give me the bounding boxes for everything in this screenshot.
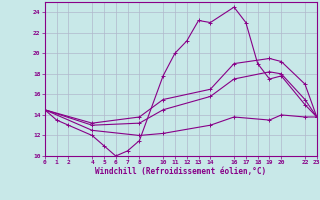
- X-axis label: Windchill (Refroidissement éolien,°C): Windchill (Refroidissement éolien,°C): [95, 167, 266, 176]
